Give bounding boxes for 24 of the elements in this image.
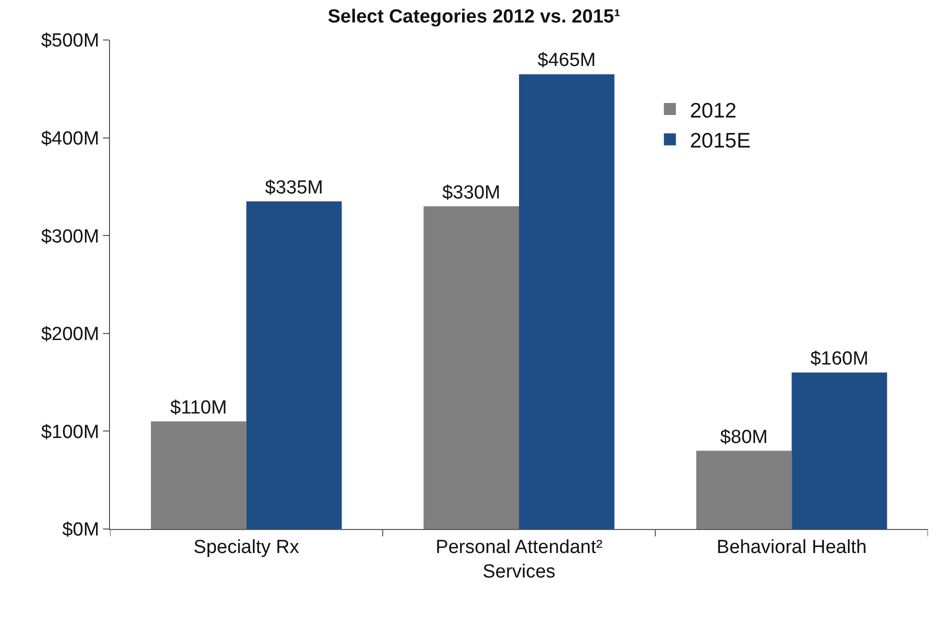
x-tick-label: Specialty Rx xyxy=(194,536,300,558)
data-label: $160M xyxy=(810,348,868,370)
bar xyxy=(519,74,614,529)
bar xyxy=(792,372,888,529)
y-tick-label: $100M xyxy=(41,422,100,443)
legend-label: 2012 xyxy=(690,99,737,122)
legend-label: 2015E xyxy=(690,130,751,153)
bar xyxy=(424,206,519,529)
bar xyxy=(696,450,792,529)
x-tick-label: Personal Attendant² Services xyxy=(436,536,602,582)
y-tick-label: $400M xyxy=(41,128,100,150)
data-label: $110M xyxy=(170,397,227,418)
y-tick-label: $500M xyxy=(41,30,100,52)
data-label: $465M xyxy=(538,50,596,72)
data-label: $335M xyxy=(264,177,324,198)
chart-title: Select Categories 2012 vs. 2015¹ xyxy=(328,6,620,28)
y-tick-label: $0M xyxy=(62,520,100,541)
data-label: $80M xyxy=(720,426,768,448)
y-tick-label: $200M xyxy=(41,324,100,346)
x-tick-label: Behavioral Health xyxy=(716,536,867,558)
y-tick-label: $300M xyxy=(41,226,100,248)
bar xyxy=(246,201,342,529)
data-label: $330M xyxy=(442,182,500,204)
bar xyxy=(150,421,246,529)
